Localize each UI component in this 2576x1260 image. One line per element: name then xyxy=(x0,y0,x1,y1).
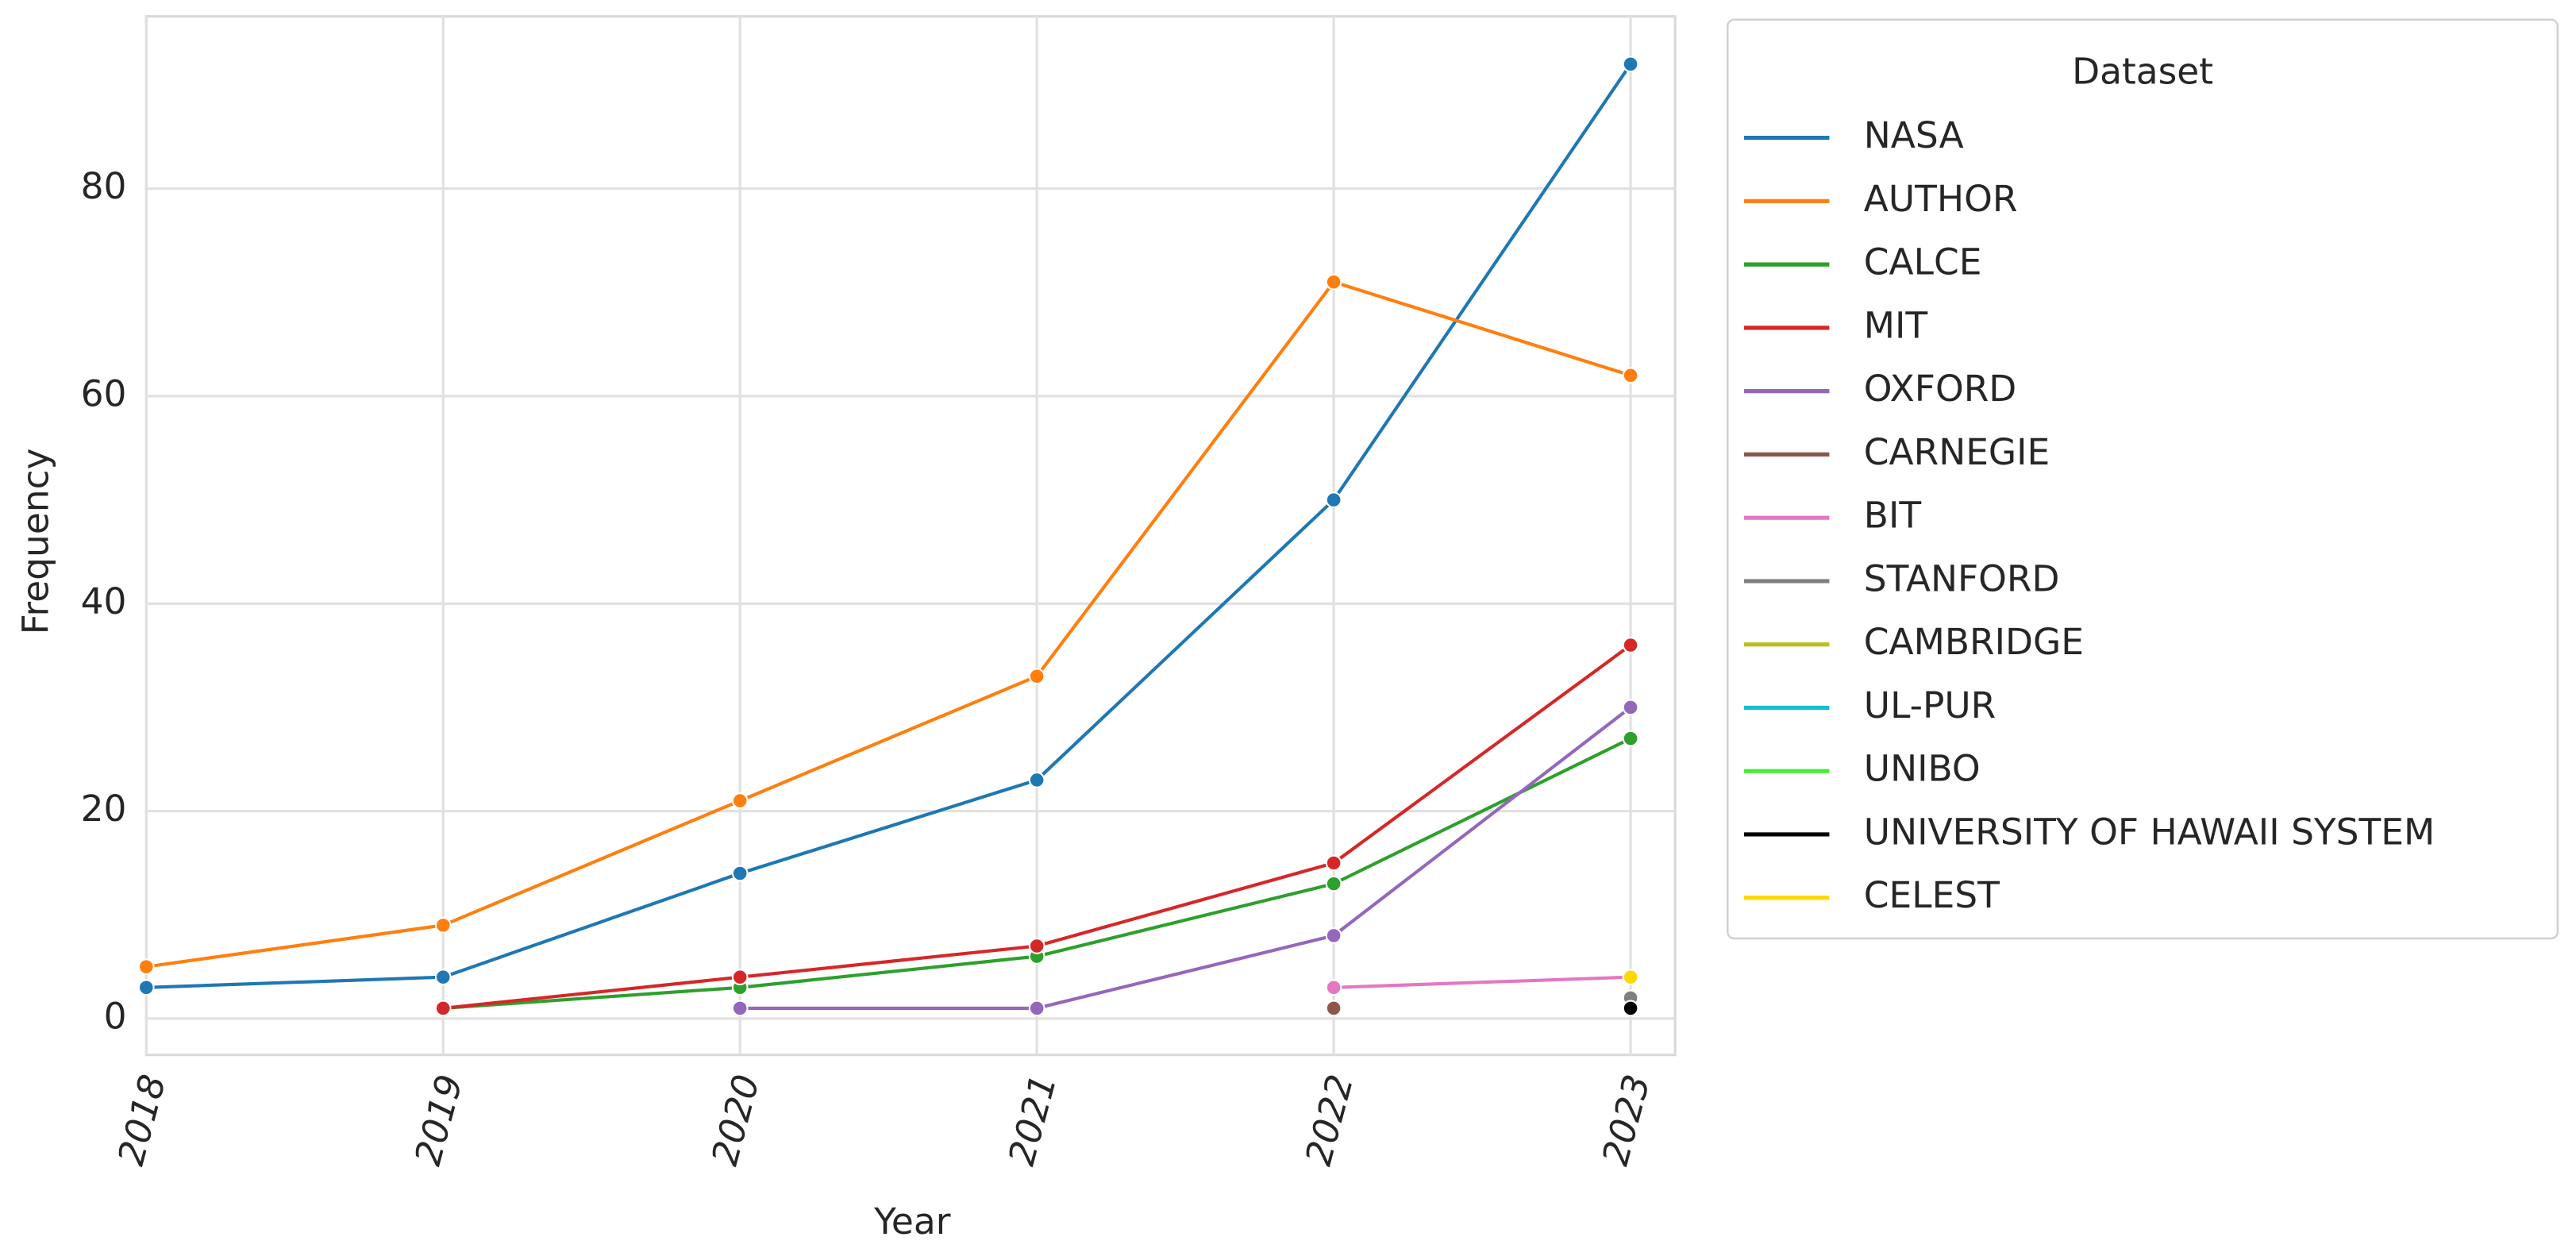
data-point xyxy=(1325,854,1342,872)
y-axis-label: Frequency xyxy=(14,449,56,635)
data-point xyxy=(1622,56,1639,73)
series-line xyxy=(145,279,1631,969)
legend-label: CAMBRIDGE xyxy=(1864,621,2084,663)
x-tick-label: 2023 xyxy=(1594,1070,1658,1169)
data-point xyxy=(1325,979,1342,996)
data-point xyxy=(731,792,749,809)
legend-label: STANFORD xyxy=(1864,557,2060,599)
legend-label: AUTHOR xyxy=(1864,178,2018,220)
series-line xyxy=(740,706,1632,1010)
data-point xyxy=(731,865,749,882)
y-tick-label: 60 xyxy=(81,372,127,414)
data-point xyxy=(1028,668,1045,685)
series-line xyxy=(1334,975,1631,989)
data-point xyxy=(1325,927,1342,944)
legend-label: UL-PUR xyxy=(1864,684,1996,726)
x-tick-label: 2020 xyxy=(703,1070,768,1169)
legend-box xyxy=(1727,18,2559,940)
legend-label: BIT xyxy=(1864,495,1922,537)
legend-title: Dataset xyxy=(2072,50,2213,92)
y-tick-label: 0 xyxy=(104,995,127,1037)
data-point xyxy=(1028,938,1045,954)
data-point xyxy=(137,958,155,975)
data-point xyxy=(1622,637,1639,653)
data-point xyxy=(1325,1000,1342,1017)
legend-label: UNIVERSITY OF HAWAII SYSTEM xyxy=(1864,811,2435,853)
plot-area xyxy=(144,15,1677,1057)
data-point xyxy=(1325,875,1342,892)
data-point xyxy=(137,979,155,996)
series-line xyxy=(146,63,1632,989)
x-tick-label: 2022 xyxy=(1297,1070,1361,1169)
legend-label: CALCE xyxy=(1864,241,1982,283)
data-point xyxy=(731,969,749,986)
data-point xyxy=(1028,1000,1045,1017)
y-tick-label: 40 xyxy=(81,580,127,622)
legend-label: NASA xyxy=(1864,114,1964,156)
data-point xyxy=(1325,491,1342,508)
legend-label: UNIBO xyxy=(1864,748,1981,790)
y-tick-label: 20 xyxy=(81,788,127,830)
data-point xyxy=(1622,969,1639,986)
data-point xyxy=(1325,273,1342,291)
x-axis-label: Year xyxy=(873,1200,951,1243)
data-point xyxy=(434,917,452,934)
legend-label: MIT xyxy=(1864,304,1928,346)
x-tick-label: 2021 xyxy=(1000,1070,1065,1169)
data-point xyxy=(1622,730,1639,747)
x-tick-label: 2019 xyxy=(406,1070,471,1169)
legend-label: CARNEGIE xyxy=(1864,431,2050,473)
legend-label: CELEST xyxy=(1864,874,2000,916)
data-point xyxy=(1028,772,1045,788)
data-point xyxy=(434,1000,452,1017)
legend-label: OXFORD xyxy=(1864,368,2017,410)
data-point xyxy=(731,1000,749,1017)
y-tick-label: 80 xyxy=(81,165,127,207)
data-point xyxy=(1622,699,1639,716)
data-point xyxy=(1622,1000,1639,1017)
data-point xyxy=(434,969,452,986)
x-tick-label: 2018 xyxy=(110,1070,174,1169)
data-point xyxy=(1622,367,1639,384)
